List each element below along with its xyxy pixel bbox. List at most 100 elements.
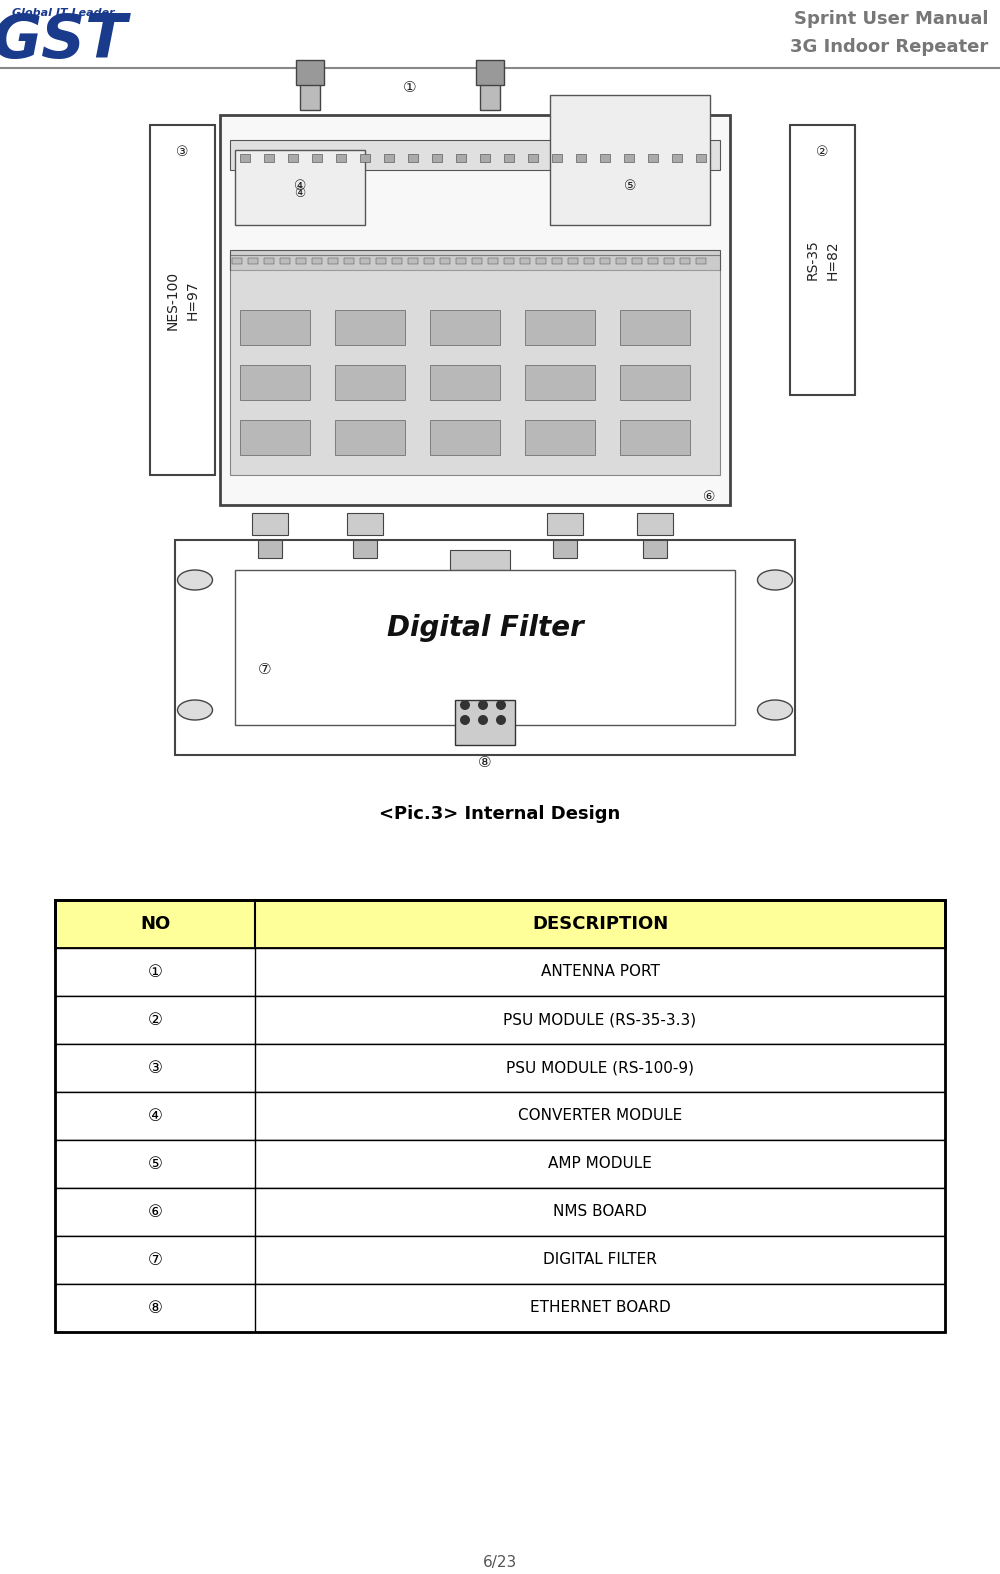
Bar	[392, 258, 402, 264]
Circle shape	[460, 715, 470, 726]
Bar	[432, 154, 442, 162]
Bar	[430, 365, 500, 400]
Bar	[220, 115, 730, 505]
Bar	[230, 250, 720, 271]
Ellipse shape	[758, 570, 792, 590]
Text: ②: ②	[148, 1011, 162, 1029]
Bar	[240, 310, 310, 345]
Text: Sprint User Manual: Sprint User Manual	[794, 9, 988, 28]
Text: ETHERNET BOARD: ETHERNET BOARD	[530, 1300, 670, 1316]
Bar	[408, 154, 418, 162]
Text: ⑥: ⑥	[702, 490, 715, 504]
Bar	[600, 258, 610, 264]
Circle shape	[496, 715, 506, 726]
Bar	[336, 154, 346, 162]
Text: ④: ④	[294, 179, 306, 194]
Bar	[240, 365, 310, 400]
Bar	[472, 258, 482, 264]
Bar	[620, 310, 690, 345]
Bar	[55, 1092, 945, 1140]
Text: 6/23: 6/23	[483, 1555, 517, 1569]
Text: ⑤: ⑤	[624, 179, 636, 194]
Bar	[353, 540, 377, 559]
Bar	[230, 255, 720, 475]
Bar	[55, 948, 945, 996]
Bar	[624, 154, 634, 162]
Bar	[430, 420, 500, 455]
Bar	[55, 1284, 945, 1332]
Bar	[335, 310, 405, 345]
Bar	[55, 1140, 945, 1188]
Bar	[547, 513, 583, 535]
Bar	[280, 258, 290, 264]
Bar	[328, 258, 338, 264]
Text: <Pic.3> Internal Design: <Pic.3> Internal Design	[379, 804, 621, 823]
Text: PSU MODULE (RS-35-3.3): PSU MODULE (RS-35-3.3)	[503, 1012, 697, 1028]
Text: 3G Indoor Repeater: 3G Indoor Repeater	[790, 38, 988, 57]
Ellipse shape	[178, 700, 212, 719]
Text: PSU MODULE (RS-100-9): PSU MODULE (RS-100-9)	[506, 1061, 694, 1075]
Bar	[335, 420, 405, 455]
Bar	[235, 570, 735, 726]
Text: ⑦: ⑦	[258, 663, 272, 677]
Bar	[620, 365, 690, 400]
Bar	[252, 513, 288, 535]
Bar	[312, 154, 322, 162]
Text: ⑦: ⑦	[148, 1251, 162, 1269]
Bar	[240, 154, 250, 162]
Bar	[288, 154, 298, 162]
Bar	[344, 258, 354, 264]
Bar	[680, 258, 690, 264]
Text: ①: ①	[148, 963, 162, 981]
Bar	[135, 76, 865, 774]
Circle shape	[496, 700, 506, 710]
Text: ③: ③	[176, 145, 189, 159]
Bar	[240, 420, 310, 455]
Bar	[553, 540, 577, 559]
Bar	[55, 1236, 945, 1284]
Text: DIGITAL FILTER: DIGITAL FILTER	[543, 1253, 657, 1267]
Bar	[790, 124, 855, 395]
Bar	[637, 513, 673, 535]
Bar	[296, 60, 324, 85]
Bar	[488, 258, 498, 264]
Bar	[672, 154, 682, 162]
Text: ④: ④	[148, 1107, 162, 1125]
Bar	[335, 365, 405, 400]
Text: NMS BOARD: NMS BOARD	[553, 1204, 647, 1220]
Bar	[576, 154, 586, 162]
Bar	[55, 996, 945, 1044]
Bar	[476, 60, 504, 85]
Bar	[568, 258, 578, 264]
Bar	[230, 140, 720, 170]
Bar	[480, 154, 490, 162]
Text: NO: NO	[140, 914, 170, 933]
Bar	[648, 258, 658, 264]
Bar	[248, 258, 258, 264]
Bar	[360, 154, 370, 162]
Text: Global IT Leader: Global IT Leader	[12, 8, 115, 17]
Bar	[150, 124, 215, 475]
Bar	[643, 540, 667, 559]
Bar	[552, 258, 562, 264]
Text: ⑧: ⑧	[478, 756, 492, 770]
Text: ①: ①	[403, 80, 417, 94]
Bar	[600, 154, 610, 162]
Bar	[300, 69, 320, 110]
Text: DESCRIPTION: DESCRIPTION	[532, 914, 668, 933]
Bar	[648, 154, 658, 162]
Bar	[235, 150, 365, 225]
Bar	[584, 258, 594, 264]
Bar	[455, 700, 515, 745]
Text: Digital Filter: Digital Filter	[387, 614, 583, 642]
Bar	[55, 900, 945, 948]
Bar	[525, 365, 595, 400]
Text: RS-35
H=82: RS-35 H=82	[806, 239, 839, 280]
Circle shape	[478, 700, 488, 710]
Circle shape	[478, 715, 488, 726]
Bar	[360, 258, 370, 264]
Bar	[550, 94, 710, 225]
Bar	[430, 310, 500, 345]
Text: GST: GST	[0, 13, 128, 71]
Text: ANTENNA PORT: ANTENNA PORT	[541, 965, 659, 979]
